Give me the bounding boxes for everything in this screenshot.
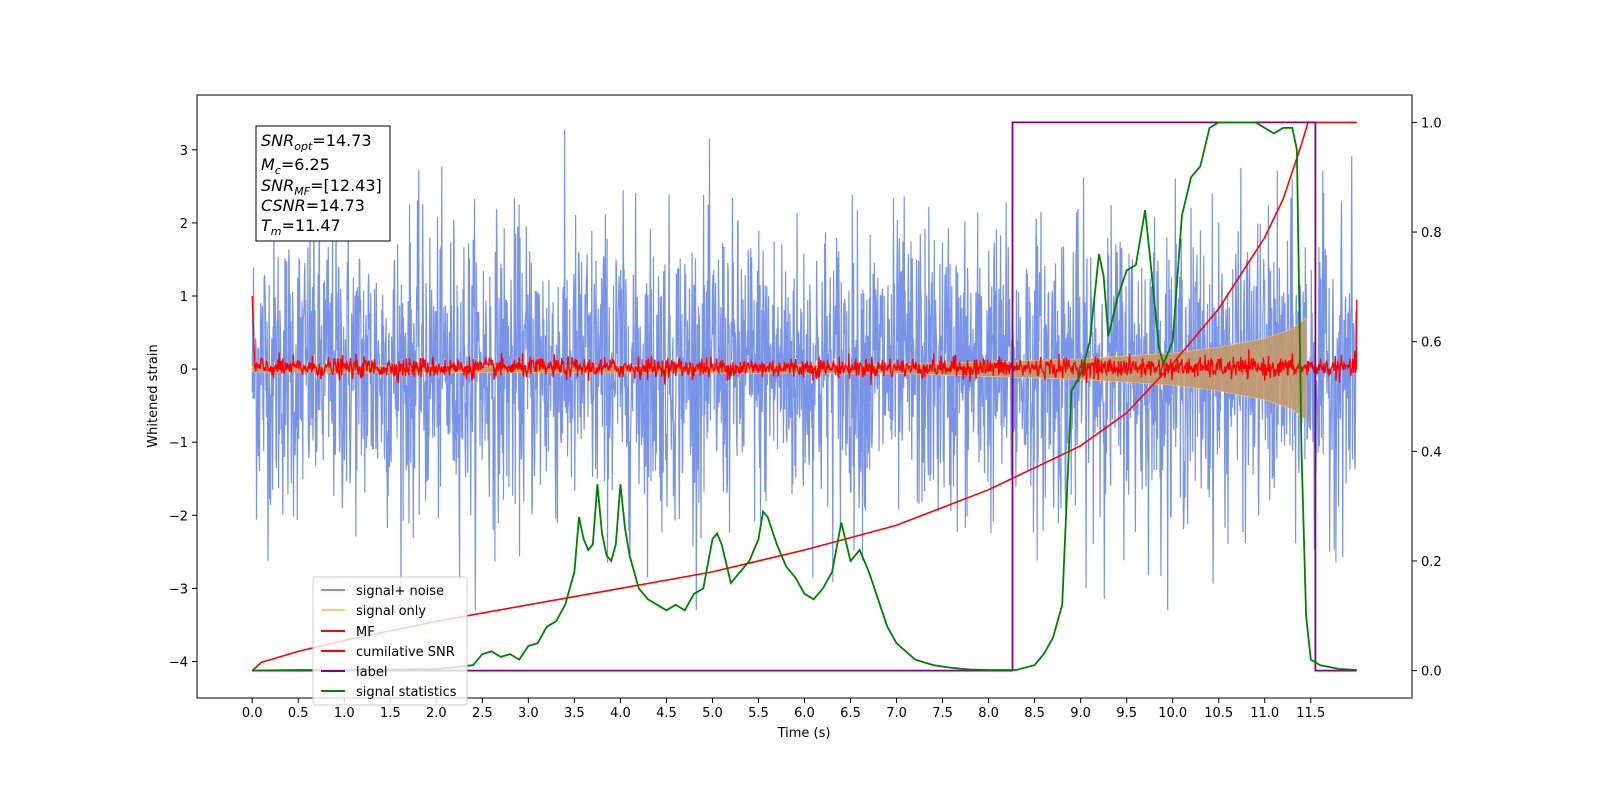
x-tick-label: 0.0 xyxy=(242,706,263,721)
x-tick-label: 6.0 xyxy=(794,706,815,721)
y-right-tick-label: 0.0 xyxy=(1421,665,1442,680)
snr-opt-value: 14.73 xyxy=(326,131,372,150)
legend-label-cumulative-snr: cumilative SNR xyxy=(356,645,455,660)
y-tick-label: 3 xyxy=(180,144,188,159)
x-tick-label: 8.5 xyxy=(1024,706,1045,721)
x-tick-label: 8.0 xyxy=(978,706,999,721)
x-tick-label: 0.5 xyxy=(288,706,309,721)
x-tick-label: 1.5 xyxy=(380,706,401,721)
x-tick-label: 9.5 xyxy=(1116,706,1137,721)
series-layer xyxy=(251,121,1358,672)
y-tick-label: −4 xyxy=(169,655,188,670)
y-tick-label: −1 xyxy=(169,436,188,451)
series-mf-line xyxy=(251,295,1358,385)
legend-label-signal-statistics: signal statistics xyxy=(356,685,457,700)
x-tick-label: 2.0 xyxy=(426,706,447,721)
svg-text:Mc=6.25: Mc=6.25 xyxy=(261,155,330,177)
y-right-tick-label: 0.6 xyxy=(1421,336,1442,351)
svg-text:SNRopt=14.73: SNRopt=14.73 xyxy=(261,131,372,153)
x-tick-label: 2.5 xyxy=(472,706,493,721)
stats-annotation: SNRopt=14.73 Mc=6.25 SNRMF=[12.43] CSNR=… xyxy=(255,125,391,242)
x-axis-label: Time (s) xyxy=(777,726,831,741)
y-tick-label: 1 xyxy=(180,290,188,305)
y-tick-label: −3 xyxy=(169,582,188,597)
legend-label-label: label xyxy=(356,665,387,680)
x-tick-label: 1.0 xyxy=(334,706,355,721)
y-right-tick-label: 0.2 xyxy=(1421,555,1442,570)
csnr-value: 14.73 xyxy=(319,196,365,215)
x-tick-label: 7.5 xyxy=(932,706,953,721)
legend: signal+ noise signal only MF cumilative … xyxy=(312,576,468,706)
x-tick-label: 3.0 xyxy=(518,706,539,721)
x-tick-label: 5.0 xyxy=(702,706,723,721)
y-axis-right: 0.0 0.2 0.4 0.6 0.8 1.0 xyxy=(1412,116,1442,680)
y-axis-label: Whitened strain xyxy=(146,344,161,447)
svg-text:CSNR=14.73: CSNR=14.73 xyxy=(261,196,365,215)
legend-label-mf: MF xyxy=(356,625,375,640)
x-tick-label: 4.0 xyxy=(610,706,631,721)
y-right-tick-label: 0.4 xyxy=(1421,445,1442,460)
x-tick-label: 11.5 xyxy=(1296,706,1325,721)
x-axis: 0.0 0.5 1.0 1.5 2.0 2.5 3.0 3.5 4.0 4.5 5.0 5.5 6.0 6… xyxy=(242,698,1325,721)
legend-label-signal-only: signal only xyxy=(356,604,426,619)
x-tick-label: 4.5 xyxy=(656,706,677,721)
series-label-line xyxy=(252,121,1357,672)
y-right-tick-label: 1.0 xyxy=(1421,116,1442,131)
x-tick-label: 10.5 xyxy=(1204,706,1233,721)
svg-text:SNRMF=[12.43]: SNRMF=[12.43] xyxy=(261,176,382,198)
x-tick-label: 5.5 xyxy=(748,706,769,721)
series-signal-statistics-line xyxy=(252,121,1357,672)
y-tick-label: 0 xyxy=(180,363,188,378)
y-tick-label: 2 xyxy=(180,217,188,232)
x-tick-label: 11.0 xyxy=(1250,706,1279,721)
snr-mf-value: [12.43] xyxy=(323,176,381,195)
x-tick-label: 6.5 xyxy=(840,706,861,721)
y-right-tick-label: 0.8 xyxy=(1421,226,1442,241)
legend-label-signal-noise: signal+ noise xyxy=(356,584,444,599)
x-tick-label: 3.5 xyxy=(564,706,585,721)
mc-value: 6.25 xyxy=(294,155,330,174)
tm-value: 11.47 xyxy=(295,216,341,235)
x-tick-label: 10.0 xyxy=(1158,706,1187,721)
x-tick-label: 9.0 xyxy=(1070,706,1091,721)
y-axis-left: −4 −3 −2 −1 0 1 2 3 xyxy=(169,144,197,670)
svg-text:Tm=11.47: Tm=11.47 xyxy=(261,216,341,238)
x-tick-label: 7.0 xyxy=(886,706,907,721)
y-tick-label: −2 xyxy=(169,509,188,524)
